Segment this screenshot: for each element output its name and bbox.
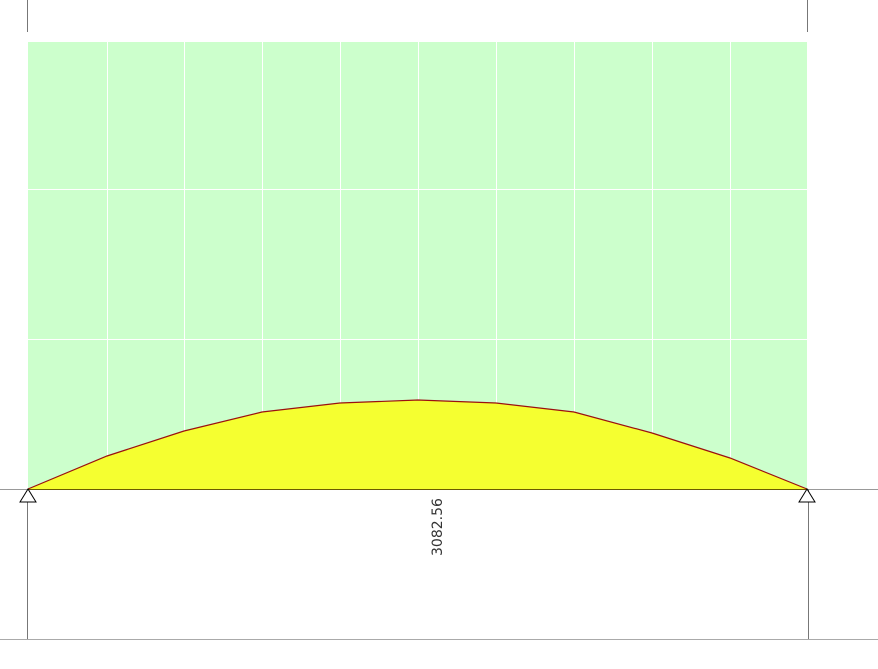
moment-area — [28, 400, 807, 489]
moment-curve — [27, 399, 808, 490]
support-left — [19, 488, 37, 503]
moment-value-label: 3082.56 — [430, 498, 446, 556]
support-right — [798, 488, 816, 503]
